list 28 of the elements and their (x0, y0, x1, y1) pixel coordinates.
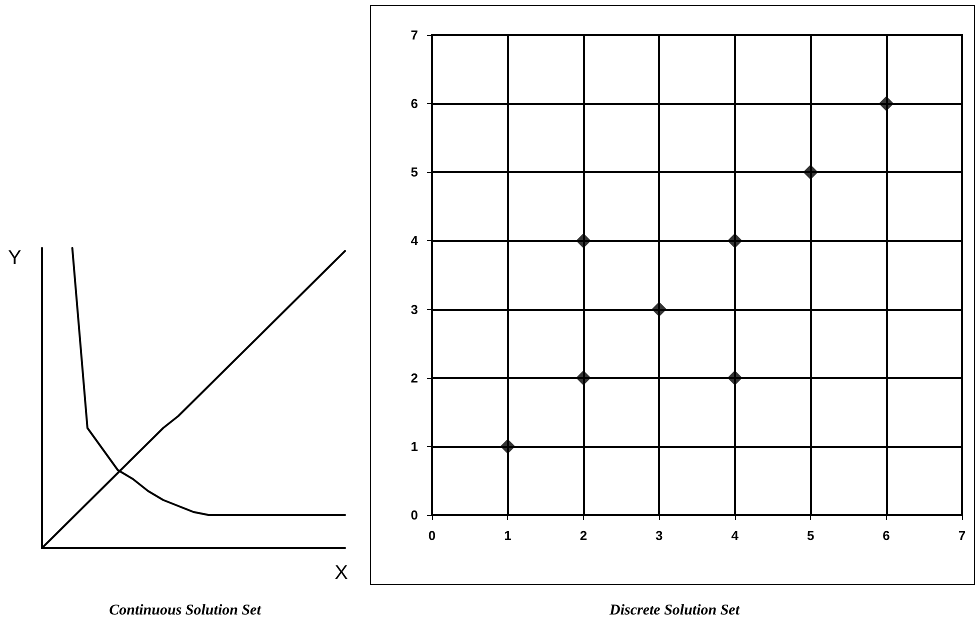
point (878, 96, 894, 112)
x-axis-title: X (334, 562, 348, 584)
x-tick-label: 7 (958, 528, 966, 543)
x-tick-label: 3 (656, 528, 663, 543)
y-tick-label: 2 (410, 370, 418, 386)
point (576, 233, 591, 248)
x-tick-label: 4 (731, 528, 740, 543)
text: Discrete Solution Set (608, 602, 740, 618)
point (576, 370, 591, 386)
x-tick-label: 2 (580, 528, 588, 543)
y-tick-label: 0 (410, 508, 418, 522)
y-tick-label: 6 (410, 96, 418, 112)
y-tick-label: 5 (410, 164, 418, 180)
text: Continuous Solution Set (109, 602, 262, 618)
y-tick-label: 4 (410, 233, 419, 248)
y-tick-label: 7 (410, 28, 418, 42)
y-tick-label: 1 (410, 438, 418, 454)
point (727, 370, 742, 386)
y-tick-label: 3 (410, 302, 418, 317)
x-tick-label: 6 (882, 528, 890, 543)
x-tick-label: 5 (806, 528, 814, 543)
point (803, 164, 818, 180)
point (500, 438, 516, 454)
x-tick-label: 1 (504, 528, 512, 543)
point (727, 233, 742, 248)
x-tick-label: 0 (428, 528, 436, 543)
point (652, 302, 667, 317)
y-axis-title: Y (8, 247, 22, 269)
